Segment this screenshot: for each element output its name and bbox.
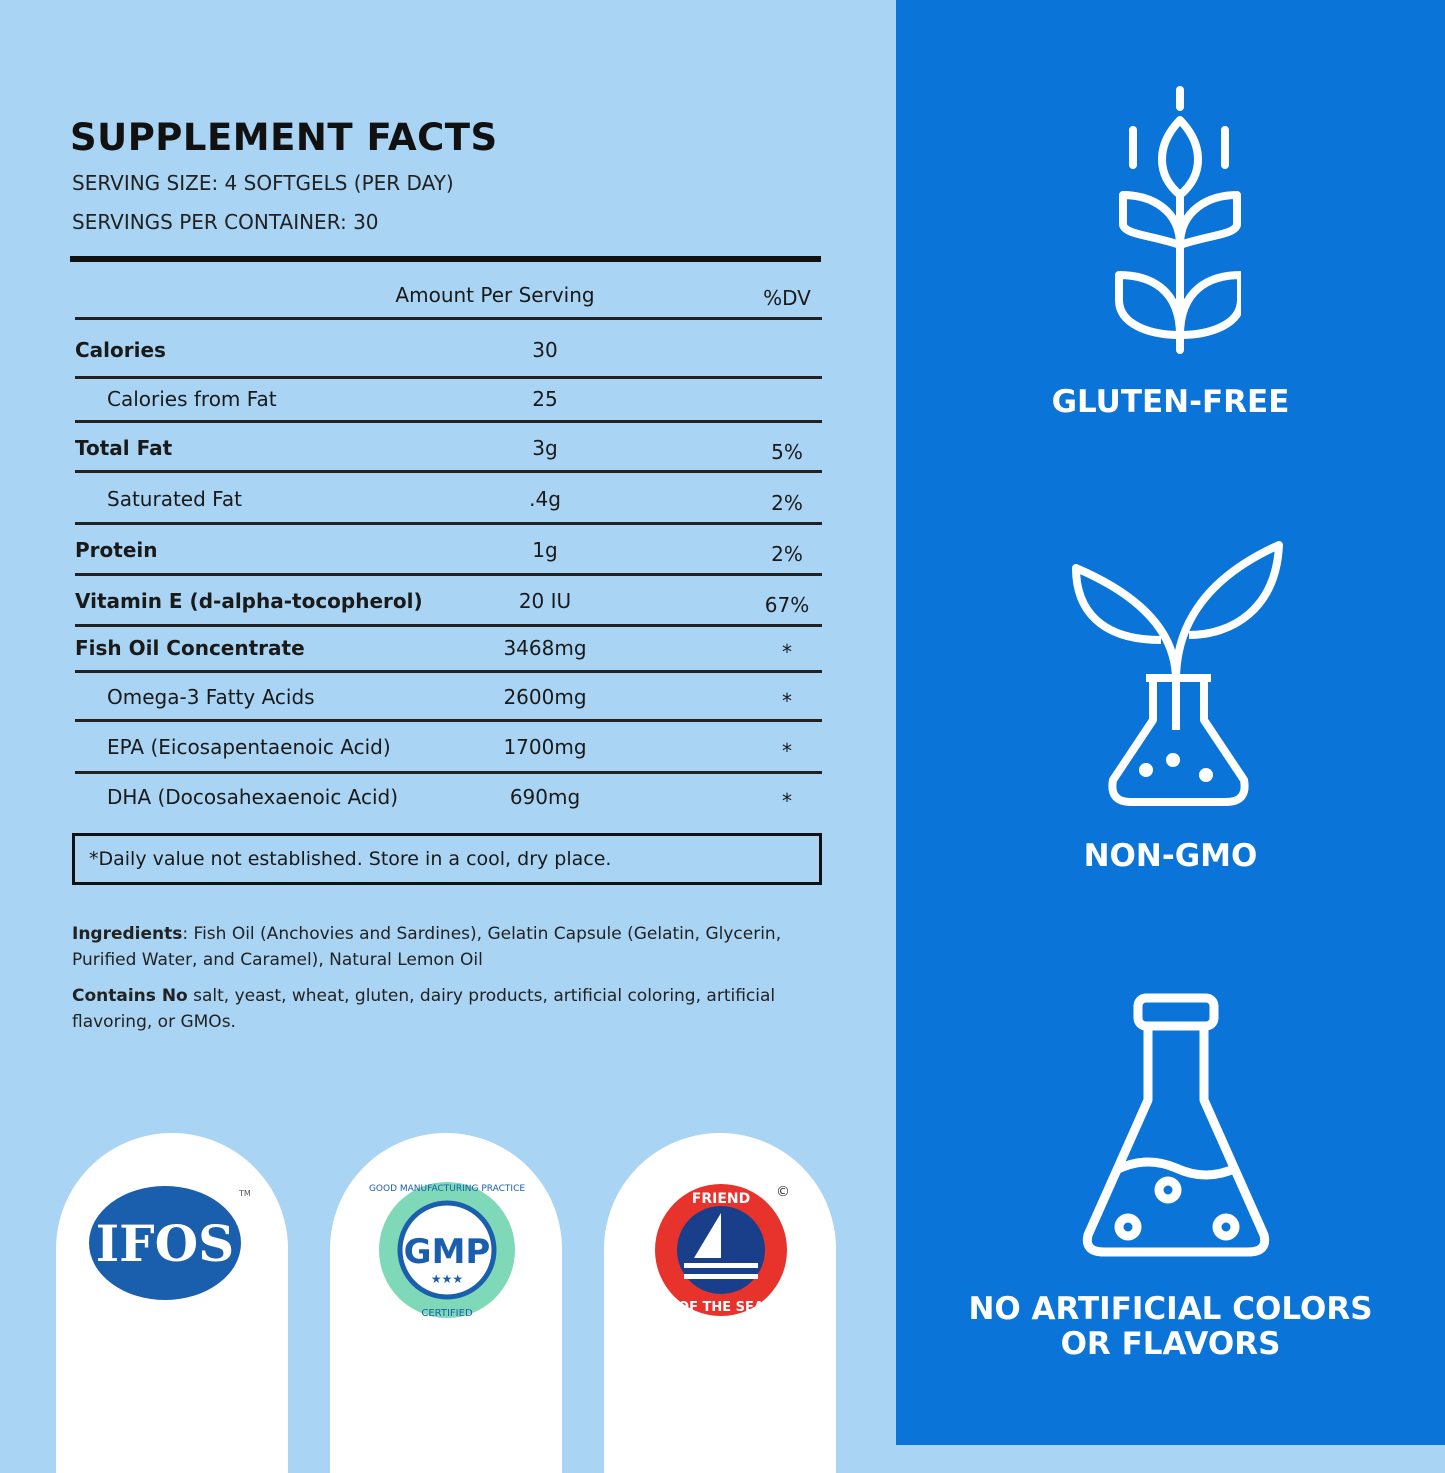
table-row: Protein 1g 2% xyxy=(75,530,822,570)
svg-text:©: © xyxy=(776,1184,790,1200)
nutrient-name: Protein xyxy=(75,538,158,562)
nutrient-amount: 1700mg xyxy=(503,735,587,759)
row-divider xyxy=(75,624,822,627)
row-divider xyxy=(75,522,822,525)
supplement-facts-panel: SUPPLEMENT FACTS SERVING SIZE: 4 SOFTGEL… xyxy=(56,116,836,1473)
table-header: Amount Per Serving %DV xyxy=(75,275,822,315)
nutrient-dv: * xyxy=(782,640,792,664)
nutrient-amount: 30 xyxy=(532,338,558,362)
table-row: Saturated Fat .4g 2% xyxy=(75,479,822,519)
nutrient-name: Calories xyxy=(75,338,166,362)
nutrient-amount: .4g xyxy=(529,487,561,511)
footnote: *Daily value not established. Store in a… xyxy=(72,833,822,885)
nutrient-amount: 1g xyxy=(532,538,558,562)
svg-text:★★★: ★★★ xyxy=(431,1272,463,1286)
table-row: Calories 30 xyxy=(75,330,822,370)
nutrient-amount: 3g xyxy=(532,436,558,460)
gluten-free-label: GLUTEN-FREE xyxy=(1051,384,1290,420)
nutrient-name: Total Fat xyxy=(75,436,173,460)
dv-header: %DV xyxy=(763,286,811,310)
nutrient-dv: 2% xyxy=(771,491,803,515)
ifos-logo: IFOS TM xyxy=(89,1186,251,1300)
serving-size: SERVING SIZE: 4 SOFTGELS (PER DAY) xyxy=(72,171,454,195)
friend-of-the-sea-logo: FRIEND OF THE SEA © xyxy=(655,1184,790,1316)
ingredients-label: Ingredients xyxy=(72,924,183,944)
nutrient-dv: * xyxy=(782,739,792,763)
nutrient-amount: 2600mg xyxy=(503,685,587,709)
table-row: Calories from Fat 25 xyxy=(75,379,822,419)
nutrient-name: Calories from Fat xyxy=(107,387,277,411)
table-row: DHA (Docosahexaenoic Acid) 690mg * xyxy=(75,777,822,817)
servings-per-container: SERVINGS PER CONTAINER: 30 xyxy=(72,210,379,234)
nutrient-dv: * xyxy=(782,789,792,813)
flask-icon xyxy=(1082,993,1270,1257)
no-artificial-label: NO ARTIFICIAL COLORS OR FLAVORS xyxy=(968,1291,1373,1362)
nutrient-amount: 25 xyxy=(532,387,558,411)
nutrient-name: Saturated Fat xyxy=(107,487,242,511)
badges-panel: GLUTEN-FREE NON-GMO NO ARTIFICIAL COLORS… xyxy=(896,0,1445,1445)
ingredients: Ingredients: Fish Oil (Anchovies and Sar… xyxy=(72,921,832,973)
contains-no: Contains No salt, yeast, wheat, gluten, … xyxy=(72,983,832,1035)
gmp-card: GMP ★★★ GOOD MANUFACTURING PRACTICE CERT… xyxy=(330,1133,562,1473)
ingredients-text: : Fish Oil (Anchovies and Sardines), Gel… xyxy=(72,924,782,970)
row-divider xyxy=(75,719,822,722)
svg-text:CERTIFIED: CERTIFIED xyxy=(421,1308,473,1319)
nutrient-amount: 20 IU xyxy=(518,589,572,613)
row-divider xyxy=(75,376,822,379)
svg-text:TM: TM xyxy=(238,1189,251,1198)
contains-label: Contains No xyxy=(72,986,188,1006)
nutrient-name: Vitamin E (d-alpha-tocopherol) xyxy=(75,589,423,613)
amount-header: Amount Per Serving xyxy=(395,283,595,307)
svg-text:FRIEND: FRIEND xyxy=(692,1191,750,1207)
gmp-logo: GMP ★★★ GOOD MANUFACTURING PRACTICE CERT… xyxy=(369,1182,525,1319)
divider xyxy=(70,256,821,262)
svg-text:OF THE SEA: OF THE SEA xyxy=(678,1300,764,1315)
svg-text:GOOD MANUFACTURING PRACTICE: GOOD MANUFACTURING PRACTICE xyxy=(369,1184,525,1194)
table-row: EPA (Eicosapentaenoic Acid) 1700mg * xyxy=(75,727,822,767)
svg-text:GMP: GMP xyxy=(404,1232,491,1272)
ifos-card: IFOS TM xyxy=(56,1133,288,1473)
nutrient-name: Omega-3 Fatty Acids xyxy=(107,685,315,709)
nutrient-amount: 690mg xyxy=(509,785,581,809)
nutrient-name: EPA (Eicosapentaenoic Acid) xyxy=(107,735,391,759)
svg-text:IFOS: IFOS xyxy=(96,1214,235,1273)
nutrient-dv: 2% xyxy=(771,542,803,566)
row-divider xyxy=(75,470,822,473)
table-row: Omega-3 Fatty Acids 2600mg * xyxy=(75,677,822,717)
nutrient-name: Fish Oil Concentrate xyxy=(75,636,305,660)
non-gmo-label: NON-GMO xyxy=(1083,838,1258,874)
wheat-icon xyxy=(1115,86,1241,354)
nutrient-name: DHA (Docosahexaenoic Acid) xyxy=(107,785,399,809)
row-divider xyxy=(75,771,822,774)
row-divider xyxy=(75,573,822,576)
table-row: Total Fat 3g 5% xyxy=(75,428,822,468)
nutrient-dv: * xyxy=(782,689,792,713)
row-divider xyxy=(75,317,822,320)
row-divider xyxy=(75,420,822,423)
plant-flask-icon xyxy=(1072,541,1283,806)
row-divider xyxy=(75,670,822,673)
nutrient-dv: 67% xyxy=(764,593,810,617)
table-row: Fish Oil Concentrate 3468mg * xyxy=(75,628,822,668)
friend-of-the-sea-card: FRIEND OF THE SEA © xyxy=(604,1133,836,1473)
nutrient-dv: 5% xyxy=(771,440,803,464)
nutrient-amount: 3468mg xyxy=(503,636,587,660)
table-row: Vitamin E (d-alpha-tocopherol) 20 IU 67% xyxy=(75,581,822,621)
contains-text: salt, yeast, wheat, gluten, dairy produc… xyxy=(72,986,776,1032)
facts-title: SUPPLEMENT FACTS xyxy=(70,116,498,159)
